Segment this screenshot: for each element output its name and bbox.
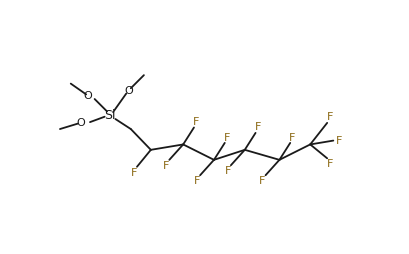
- Text: F: F: [193, 176, 200, 186]
- Text: Si: Si: [104, 109, 115, 122]
- Text: F: F: [223, 133, 230, 142]
- Text: F: F: [289, 133, 295, 142]
- Text: O: O: [83, 91, 92, 101]
- Text: O: O: [76, 118, 85, 128]
- Text: F: F: [193, 117, 199, 127]
- Text: F: F: [326, 113, 333, 122]
- Text: F: F: [258, 176, 265, 186]
- Text: F: F: [254, 122, 261, 133]
- Text: F: F: [335, 136, 342, 146]
- Text: F: F: [163, 161, 169, 171]
- Text: F: F: [326, 159, 333, 169]
- Text: O: O: [124, 86, 133, 96]
- Text: F: F: [224, 166, 230, 176]
- Text: F: F: [130, 168, 137, 178]
